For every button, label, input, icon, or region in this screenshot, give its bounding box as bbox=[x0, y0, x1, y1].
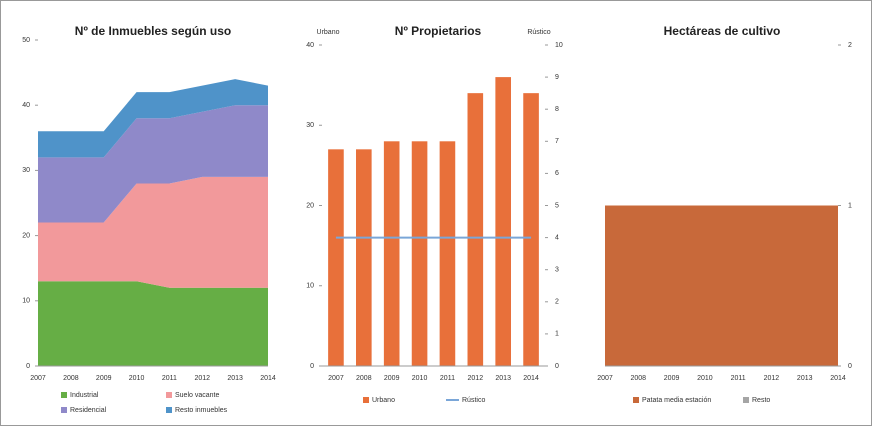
legend-label: Industrial bbox=[70, 392, 99, 399]
x-tick-label: 2008 bbox=[630, 375, 646, 382]
y2-tick-label: 4 bbox=[555, 234, 559, 241]
x-tick-label: 2007 bbox=[597, 375, 613, 382]
chart-title: Nº Propietarios bbox=[395, 24, 482, 38]
legend-swatch bbox=[166, 392, 172, 398]
x-tick-label: 2013 bbox=[797, 375, 813, 382]
area bbox=[38, 281, 268, 366]
bar bbox=[467, 93, 484, 367]
legend-swatch bbox=[61, 407, 67, 413]
y-tick-label: 0 bbox=[310, 363, 314, 370]
y2-tick-label: 2 bbox=[555, 299, 559, 306]
x-tick-label: 2008 bbox=[356, 375, 372, 382]
y2-tick-label: 3 bbox=[555, 267, 559, 274]
legend-swatch bbox=[633, 397, 639, 403]
legend-label: Patata media estación bbox=[642, 397, 711, 404]
y-tick-label: 40 bbox=[22, 102, 30, 109]
y-tick-label: 0 bbox=[848, 363, 852, 370]
y-tick-label: 0 bbox=[26, 363, 30, 370]
legend-label: Urbano bbox=[372, 397, 395, 404]
bar bbox=[411, 141, 428, 366]
x-tick-label: 2011 bbox=[731, 375, 746, 382]
y-tick-label: 1 bbox=[848, 202, 852, 209]
x-tick-label: 2011 bbox=[162, 375, 177, 382]
area bbox=[38, 79, 268, 158]
x-tick-label: 2014 bbox=[830, 375, 846, 382]
y2-tick-label: 6 bbox=[555, 170, 559, 177]
y-tick-label: 10 bbox=[306, 283, 314, 290]
bar bbox=[439, 141, 456, 366]
x-tick-label: 2010 bbox=[129, 375, 145, 382]
x-tick-label: 2013 bbox=[495, 375, 511, 382]
x-tick-label: 2010 bbox=[412, 375, 428, 382]
legend-label: Rústico bbox=[462, 397, 485, 404]
y-tick-label: 10 bbox=[22, 298, 30, 305]
area bbox=[605, 205, 838, 366]
bar bbox=[356, 149, 372, 366]
y2-tick-label: 9 bbox=[555, 74, 559, 81]
y-tick-label: 20 bbox=[22, 232, 30, 239]
bar bbox=[383, 141, 400, 366]
x-tick-label: 2007 bbox=[30, 375, 46, 382]
y-tick-label: 30 bbox=[306, 122, 314, 129]
x-tick-label: 2012 bbox=[764, 375, 780, 382]
x-tick-label: 2009 bbox=[384, 375, 400, 382]
legend-label: Residencial bbox=[70, 407, 107, 414]
x-tick-label: 2009 bbox=[664, 375, 680, 382]
y-axis-title: Urbano bbox=[317, 29, 340, 36]
y2-tick-label: 5 bbox=[555, 202, 559, 209]
y2-tick-label: 8 bbox=[555, 106, 559, 113]
x-tick-label: 2012 bbox=[194, 375, 210, 382]
bar bbox=[328, 149, 344, 366]
chart-title: Hectáreas de cultivo bbox=[664, 24, 781, 38]
bar bbox=[495, 77, 511, 366]
y-tick-label: 20 bbox=[306, 202, 314, 209]
y2-axis-title: Rústico bbox=[527, 29, 550, 36]
legend-label: Resto bbox=[752, 397, 770, 404]
x-tick-label: 2011 bbox=[440, 375, 455, 382]
x-tick-label: 2010 bbox=[697, 375, 713, 382]
area bbox=[38, 176, 268, 288]
y2-tick-label: 1 bbox=[555, 331, 559, 338]
legend-label: Resto inmuebles bbox=[175, 407, 228, 414]
area bbox=[38, 105, 268, 223]
y2-tick-label: 10 bbox=[555, 42, 563, 49]
legend-swatch bbox=[166, 407, 172, 413]
chart-title: Nº de Inmuebles según uso bbox=[75, 24, 231, 38]
y2-tick-label: 0 bbox=[555, 363, 559, 370]
y-tick-label: 2 bbox=[848, 42, 852, 49]
x-tick-label: 2013 bbox=[227, 375, 243, 382]
legend-swatch bbox=[363, 397, 369, 403]
x-tick-label: 2012 bbox=[468, 375, 484, 382]
y-tick-label: 40 bbox=[306, 42, 314, 49]
x-tick-label: 2009 bbox=[96, 375, 112, 382]
x-tick-label: 2014 bbox=[260, 375, 276, 382]
x-tick-label: 2007 bbox=[328, 375, 344, 382]
legend-label: Suelo vacante bbox=[175, 392, 219, 399]
legend-swatch bbox=[743, 397, 749, 403]
bar bbox=[523, 93, 539, 367]
x-tick-label: 2008 bbox=[63, 375, 79, 382]
legend-swatch bbox=[61, 392, 67, 398]
y-tick-label: 30 bbox=[22, 167, 30, 174]
y-tick-label: 50 bbox=[22, 37, 30, 44]
y2-tick-label: 7 bbox=[555, 138, 559, 145]
x-tick-label: 2014 bbox=[523, 375, 539, 382]
